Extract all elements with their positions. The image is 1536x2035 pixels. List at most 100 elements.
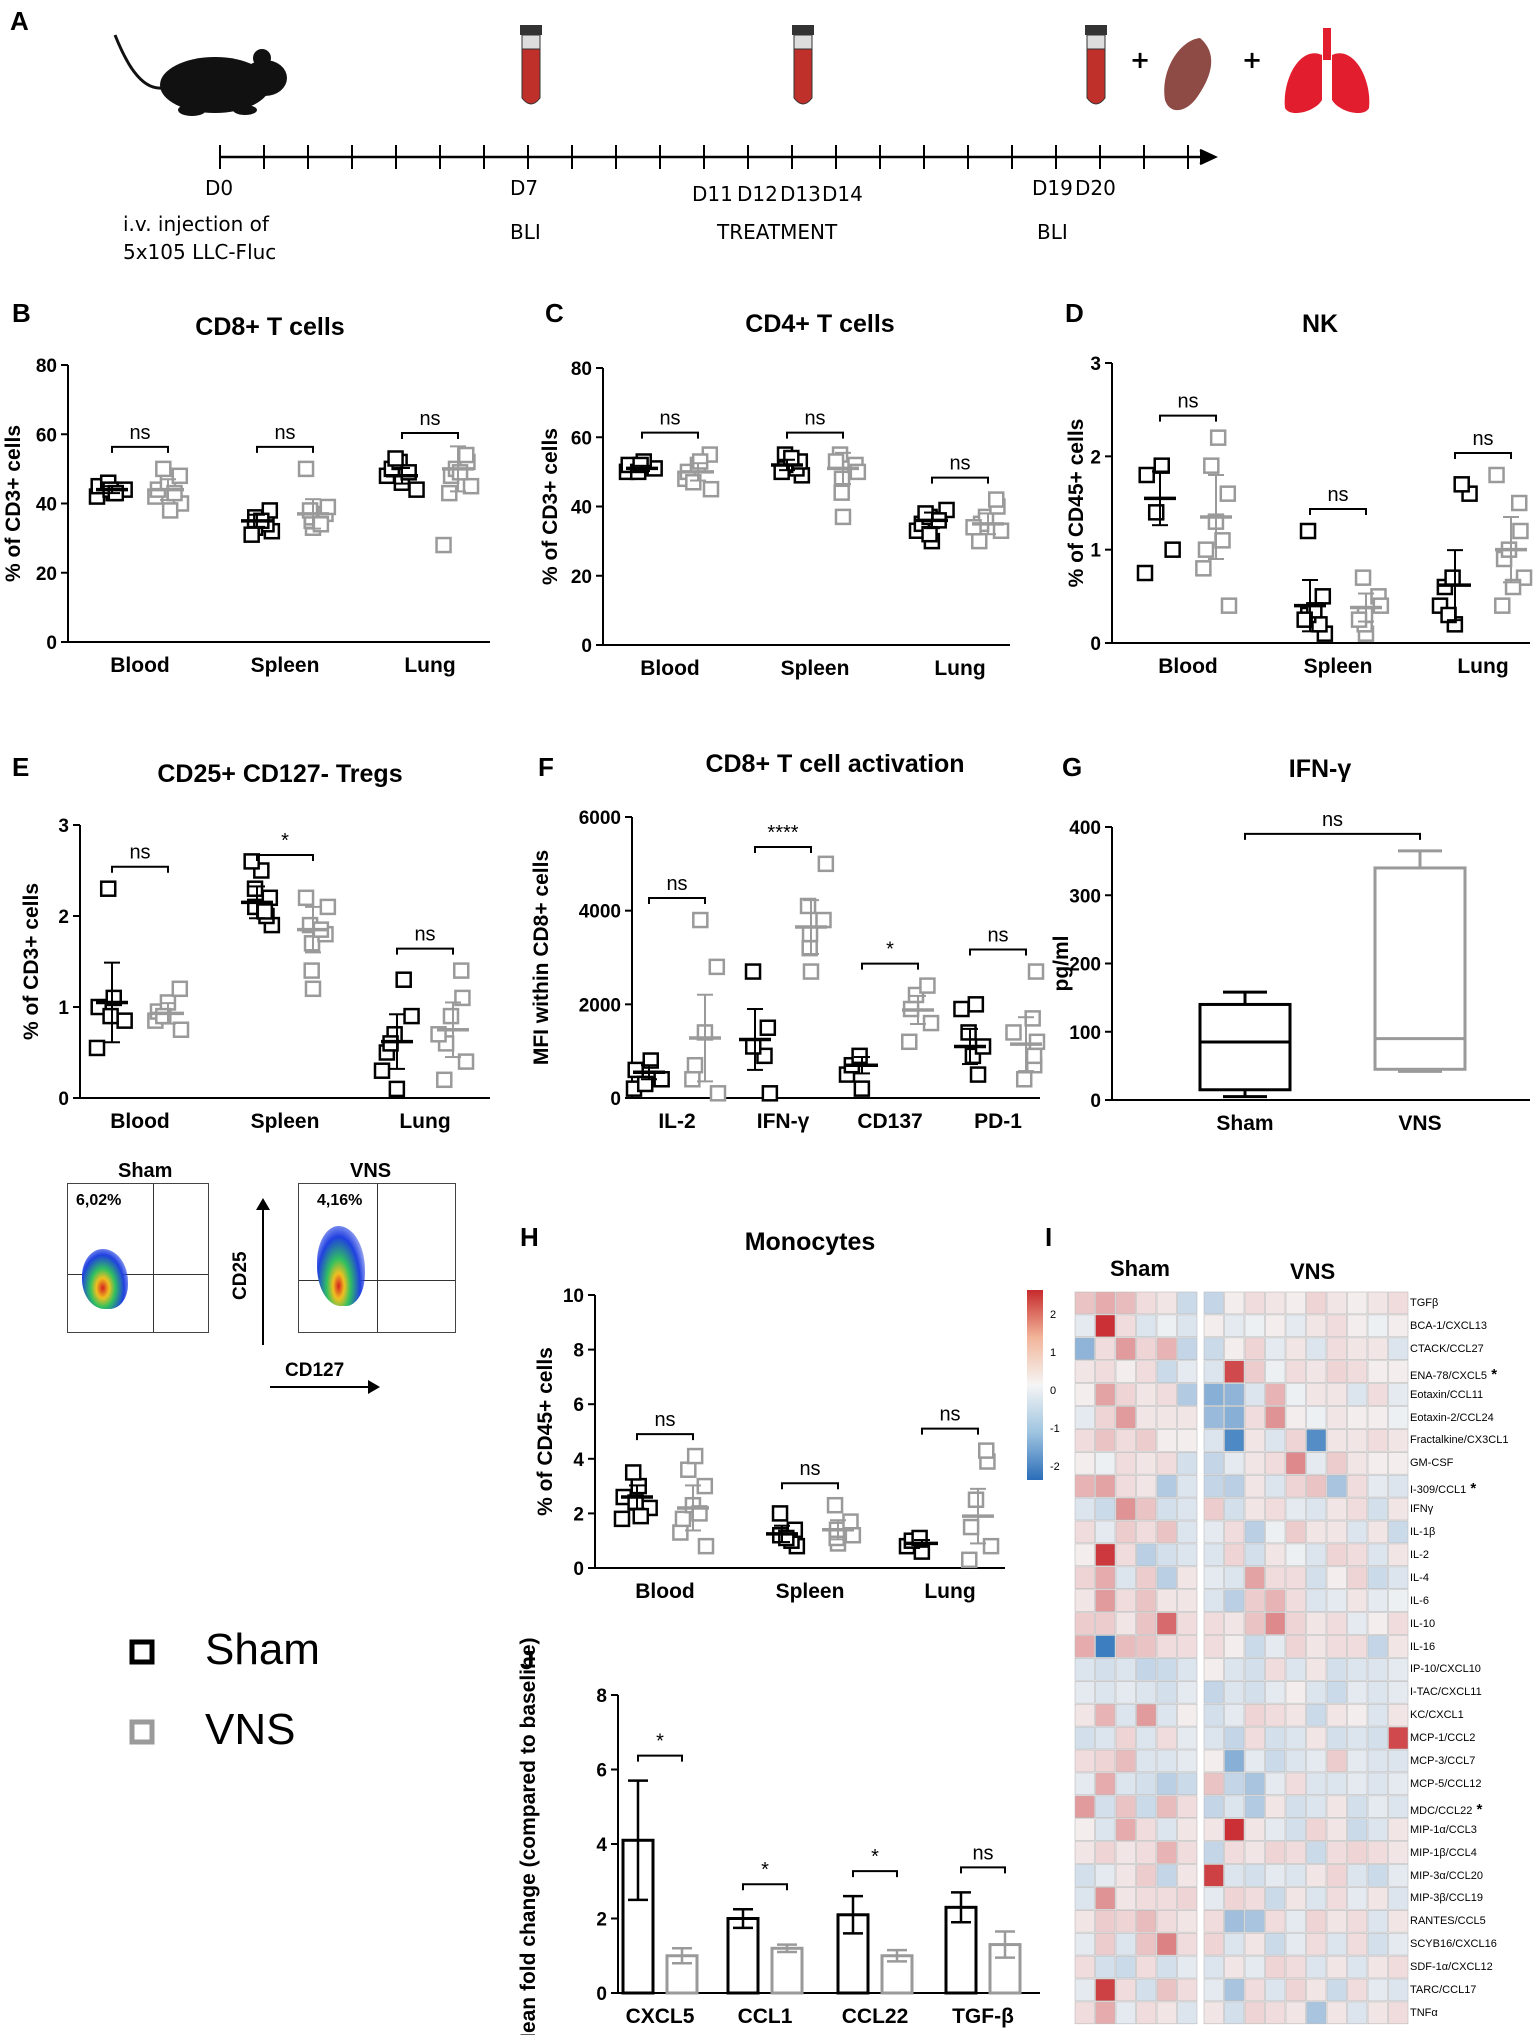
heatmap-cell (1265, 1887, 1286, 1910)
data-point (686, 1056, 704, 1074)
heatmap-cell (1203, 1910, 1224, 1933)
significance-label: ns (129, 842, 150, 864)
heatmap-cell (1367, 1749, 1388, 1773)
data-point (457, 446, 475, 464)
data-point (457, 1053, 475, 1070)
heatmap-cell (1244, 1314, 1265, 1338)
heatmap-cell (1224, 1658, 1245, 1681)
heatmap-color-scale (1027, 1290, 1043, 1480)
heatmap-cell (1224, 1703, 1245, 1727)
legend-sham-marker (129, 1639, 155, 1665)
significance-label: ns (1322, 809, 1343, 831)
significance-bracket (1309, 508, 1367, 515)
heatmap-cell (1156, 1864, 1177, 1887)
heatmap-cell (1347, 1406, 1368, 1429)
heatmap-cell (1177, 1749, 1198, 1773)
significance-label: * (761, 1859, 769, 1881)
chart-title-c: CD4+ T cells (745, 310, 895, 338)
heatmap-cell (1347, 1978, 1368, 2002)
heatmap-cell (1388, 1314, 1409, 1338)
heatmap-cell (1156, 1520, 1177, 1544)
heatmap-cell (1265, 1635, 1286, 1658)
data-point (1153, 457, 1170, 474)
x-tick-label: Spleen (251, 654, 320, 677)
heatmap-cell (1388, 1474, 1409, 1498)
heatmap-cell (1326, 2001, 1347, 2025)
heatmap-cell (1074, 1658, 1095, 1681)
heatmap-cell (1306, 1841, 1327, 1864)
legend-vns-marker (129, 1719, 155, 1745)
heatmap-cell (1074, 1474, 1095, 1498)
heatmap-cell (1095, 1749, 1116, 1773)
heatmap-cell (1367, 1772, 1388, 1796)
heatmap-row-label: SCYB16/CXCL16 (1410, 1938, 1497, 1950)
significance-label: * (656, 1731, 664, 1753)
heatmap-cell (1244, 1887, 1265, 1910)
heatmap-cell (1177, 1314, 1198, 1338)
heatmap-cell (1306, 1932, 1327, 1956)
data-point (1512, 522, 1529, 540)
data-point (901, 1033, 918, 1051)
heatmap-row-label: CTACK/CCL27 (1410, 1343, 1484, 1355)
heatmap-cell (1306, 1681, 1327, 1704)
heatmap-row-label: ENA-78/CXCL5 * (1410, 1366, 1497, 1383)
heatmap-cell (1265, 1841, 1286, 1864)
heatmap-row-label: MCP-3/CCL7 (1410, 1755, 1475, 1767)
heatmap-cell (1203, 1429, 1224, 1452)
y-axis-label: % of CD3+ cells (539, 428, 562, 585)
flow-y-label: CD25 (230, 1251, 251, 1300)
panel-letter-f: F (538, 752, 554, 782)
panel-letter-c: C (545, 298, 564, 328)
heatmap-cell (1177, 1566, 1198, 1590)
heatmap-cell (1306, 1749, 1327, 1773)
significance-label: ns (414, 924, 435, 946)
heatmap-cell (1244, 1543, 1265, 1567)
heatmap-cell (1367, 1543, 1388, 1567)
heatmap-cell (1388, 1749, 1409, 1773)
y-tick-label: 2 (596, 1910, 607, 1931)
heatmap-cell (1203, 1452, 1224, 1475)
heatmap-cell (1203, 1612, 1224, 1635)
heatmap-cell (1177, 1978, 1198, 2002)
heatmap-cell (1074, 1703, 1095, 1727)
heatmap-cell (1306, 1291, 1327, 1315)
heatmap-cell (1224, 1383, 1245, 1406)
heatmap-cell (1285, 1772, 1306, 1796)
heatmap-cell (1203, 1337, 1224, 1361)
heatmap-cell (1136, 1749, 1157, 1773)
heatmap-cell (1136, 1772, 1157, 1796)
heatmap-cell (1095, 1497, 1116, 1521)
heatmap-cell (1367, 1955, 1388, 1979)
heatmap-row-label: RANTES/CCL5 (1410, 1915, 1486, 1927)
heatmap-row-label: GM-CSF (1410, 1457, 1453, 1469)
data-point (627, 1061, 644, 1079)
heatmap-cell (1347, 1497, 1368, 1521)
x-tick-label: Sham (1216, 1112, 1273, 1135)
heatmap-cell (1203, 1703, 1224, 1727)
data-point (853, 1080, 871, 1097)
heatmap-cell (1326, 1749, 1347, 1773)
heatmap-cell (1244, 1818, 1265, 1841)
heatmap-cell (1347, 1841, 1368, 1864)
heatmap-cell (1326, 1497, 1347, 1521)
heatmap-cell (1136, 1337, 1157, 1361)
heatmap-cell (1156, 1566, 1177, 1590)
data-point (921, 525, 938, 543)
heatmap-cell (1177, 1612, 1198, 1635)
heatmap-cell (1367, 1658, 1388, 1681)
data-point (395, 971, 412, 988)
heatmap-cell (1285, 1383, 1306, 1406)
significance-label: ns (419, 408, 440, 430)
y-tick-label: 60 (36, 425, 57, 446)
chart-d: 0 1 2 3 % of CD45+ cells Blood Spleen Lung ns ns n… (1065, 354, 1533, 678)
heatmap-cell (1388, 1543, 1409, 1567)
y-tick-label: 2 (58, 907, 69, 928)
heatmap-cell (1136, 1658, 1157, 1681)
heatmap-cell (1203, 1978, 1224, 2002)
heatmap-cell (1074, 1818, 1095, 1841)
heatmap-group-sham: Sham (1110, 1256, 1170, 1281)
heatmap-cell (1224, 1612, 1245, 1635)
heatmap-row-label: IL-2 (1410, 1549, 1429, 1561)
heatmap-cell (1347, 1612, 1368, 1635)
heatmap-cell (1136, 1978, 1157, 2002)
